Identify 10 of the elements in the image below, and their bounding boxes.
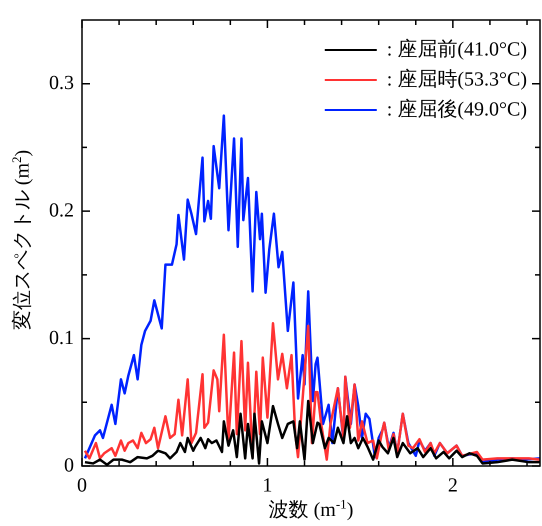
x-tick-label: 2: [448, 474, 458, 496]
x-axis-title: 波数 (m$^{-1}$): [268, 496, 354, 523]
legend-label: : 座屈後(49.0°C): [386, 98, 528, 120]
y-tick-label: 0.3: [49, 72, 74, 94]
y-tick-label: 0.2: [49, 199, 74, 222]
x-tick-label: 1: [262, 474, 272, 496]
legend-label: : 座屈前(41.0°C): [386, 38, 528, 60]
legend-label: : 座屈時(53.3°C): [386, 68, 528, 90]
y-tick-label: 0.1: [49, 326, 74, 349]
y-tick-label: 0: [64, 454, 74, 476]
